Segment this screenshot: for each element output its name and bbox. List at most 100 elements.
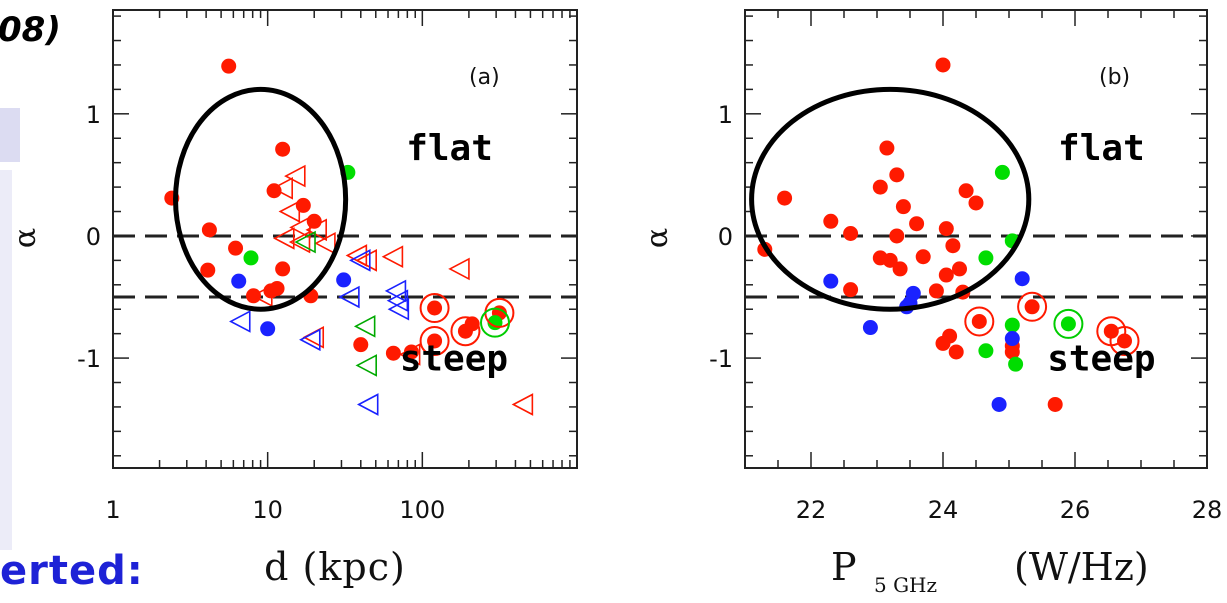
- x-tick-label: 100: [399, 496, 445, 524]
- data-point-triangle: [251, 284, 273, 308]
- data-point: [823, 213, 839, 229]
- data-point-triangle: [353, 314, 376, 338]
- x-axis-label: P: [831, 545, 857, 589]
- data-point: [968, 195, 984, 211]
- panel-label: (b): [1099, 65, 1130, 90]
- data-point-triangle: [386, 289, 409, 313]
- data-point-triangle: [355, 249, 377, 272]
- data-point: [843, 282, 859, 298]
- data-point-triangle: [299, 328, 321, 352]
- data-point-triangle: [271, 176, 293, 200]
- data-series: [294, 230, 377, 377]
- y-tick-label: -1: [709, 345, 733, 373]
- data-point-ring: [964, 306, 995, 337]
- slide-side-decoration-top: [0, 108, 20, 162]
- data-point-ring: [419, 293, 450, 324]
- annotation-flat: flat: [406, 128, 493, 169]
- x-tick-label: 24: [928, 496, 959, 524]
- data-point: [243, 250, 259, 266]
- data-point: [221, 58, 237, 74]
- x-axis-label-unit: (W/Hz): [1014, 545, 1149, 589]
- data-point-triangle: [338, 285, 360, 309]
- data-point: [991, 396, 1007, 412]
- data-point: [909, 216, 925, 232]
- slide-text-fragment-top: 08): [0, 10, 61, 50]
- data-point-triangle: [345, 244, 368, 267]
- data-point: [353, 337, 369, 353]
- data-point: [336, 272, 352, 288]
- data-point: [1008, 356, 1024, 372]
- data-point: [269, 280, 285, 296]
- data-point-triangle: [289, 216, 311, 239]
- slide-side-decoration: [0, 170, 12, 550]
- data-point-ring: [1017, 291, 1048, 322]
- data-point: [935, 335, 951, 351]
- x-tick-label: 1: [105, 496, 120, 524]
- highlight-circle: [173, 86, 349, 312]
- panel-label: (a): [469, 65, 500, 90]
- annotation-steep: steep: [400, 338, 508, 379]
- data-point: [862, 320, 878, 336]
- data-point: [889, 167, 905, 183]
- data-point: [889, 228, 905, 244]
- x-tick-label: 28: [1192, 496, 1223, 524]
- data-point: [266, 183, 282, 199]
- plot-frame: [112, 9, 578, 469]
- data-point: [952, 261, 967, 277]
- data-point: [385, 345, 401, 361]
- data-point-ring: [479, 307, 510, 338]
- highlight-circle: [749, 86, 1032, 312]
- data-point-triangle: [381, 245, 404, 269]
- axis-ticks: [745, 10, 1207, 468]
- data-point-triangle: [288, 230, 311, 254]
- data-series: [229, 249, 410, 416]
- annotation-flat: flat: [1058, 128, 1145, 169]
- data-point: [895, 199, 911, 215]
- data-point: [879, 140, 895, 156]
- data-point-triangle: [273, 227, 295, 250]
- data-point: [200, 262, 216, 278]
- data-series: [231, 272, 352, 337]
- data-point: [275, 141, 291, 157]
- data-point-triangle: [349, 249, 371, 272]
- data-point: [938, 267, 954, 283]
- data-point: [201, 222, 217, 238]
- y-tick-label: -1: [77, 345, 101, 373]
- data-point: [464, 316, 480, 332]
- data-point: [1024, 299, 1040, 315]
- y-axis-label: α: [8, 228, 43, 248]
- data-point: [978, 343, 994, 359]
- x-tick-label: 10: [252, 496, 283, 524]
- data-point: [1047, 396, 1063, 412]
- data-point-triangle: [284, 164, 306, 188]
- data-point: [427, 300, 443, 316]
- slide-text-fragment-bottom: erted:: [0, 548, 144, 594]
- data-point-ring: [450, 316, 481, 347]
- data-series: [757, 57, 1132, 412]
- data-point: [971, 313, 987, 329]
- plot-frame: [744, 9, 1208, 469]
- data-point: [948, 344, 964, 360]
- axis-ticks: [113, 10, 577, 468]
- y-axis-label: α: [640, 228, 675, 248]
- data-series: [479, 307, 510, 338]
- data-point-ring: [1109, 325, 1140, 356]
- data-point-triangle: [398, 343, 421, 366]
- data-series: [1053, 308, 1084, 339]
- data-point-triangle: [387, 297, 410, 321]
- data-point-triangle: [305, 218, 327, 242]
- data-point: [1014, 271, 1030, 287]
- data-point-ring: [1053, 308, 1084, 339]
- data-point: [295, 197, 311, 213]
- data-point: [1004, 317, 1020, 333]
- data-point: [427, 333, 443, 349]
- chart-panel-b: 22 24 26 28 1 0 -1 α P 5 GHz (W/Hz) (b) flat steep: [640, 9, 1223, 597]
- x-tick-label: 22: [796, 496, 827, 524]
- data-point: [403, 344, 419, 360]
- x-axis-label-subscript: 5 GHz: [874, 573, 937, 597]
- x-tick-label: 26: [1060, 496, 1091, 524]
- data-point: [958, 183, 974, 199]
- data-point: [945, 238, 961, 254]
